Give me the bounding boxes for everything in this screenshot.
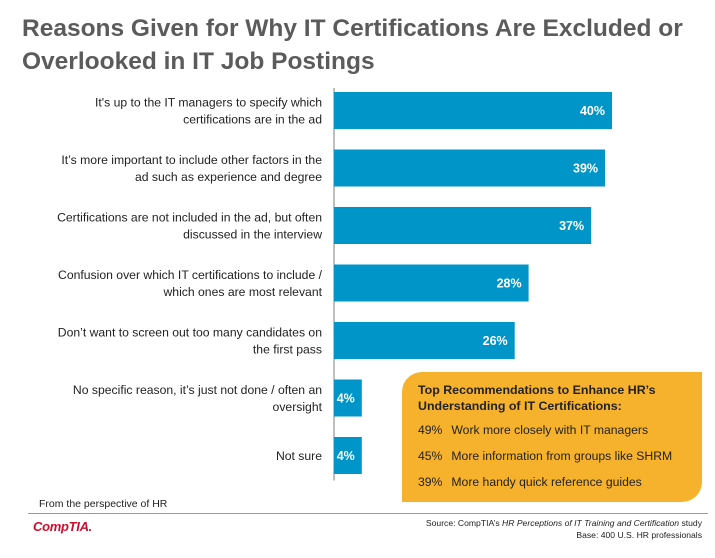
footnote: From the perspective of HR [39,498,168,510]
category-label-line: No specific reason, it’s just not done /… [73,383,322,397]
source-study: HR Perceptions of IT Training and Certif… [502,518,680,528]
bar-value-label: 4% [337,449,355,463]
recommendation-item: 39% More handy quick reference guides [418,475,690,489]
source-note: Source: CompTIA’s HR Perceptions of IT T… [426,517,702,541]
callout-title: Top Recommendations to Enhance HR’s Unde… [418,382,690,414]
source-base: Base: 400 U.S. HR professionals [576,530,702,540]
recommendations-callout: Top Recommendations to Enhance HR’s Unde… [402,372,702,502]
bar [334,92,612,129]
source-prefix: Source: CompTIA’s [425,518,503,528]
category-label-line: It’s more important to include other fac… [61,153,322,167]
comptia-logo: CompTIA. [33,519,92,534]
bar-value-label: 26% [483,334,508,348]
recommendation-pct: 49% [418,423,443,437]
recommendation-text: More information from groups like SHRM [451,449,673,463]
category-label: Confusion over which IT certifications t… [58,268,323,299]
category-label: Certifications are not included in the a… [57,211,322,242]
recommendation-pct: 39% [418,475,443,489]
callout-title-line2: Understanding of IT Certifications: [418,399,622,413]
recommendation-item: 49% Work more closely with IT managers [418,423,690,437]
footer-divider [28,513,708,514]
callout-title-line1: Top Recommendations to Enhance HR’s [418,383,656,397]
recommendation-text: Work more closely with IT managers [451,423,649,437]
bar [334,437,362,474]
bar [334,379,362,417]
bar-value-label: 4% [337,392,355,406]
category-label-line: It's up to the IT managers to specify wh… [95,96,322,110]
category-label-line: oversight [273,400,323,414]
chart-title: Reasons Given for Why IT Certifications … [22,15,683,75]
category-label: Not sure [276,449,322,463]
bar [334,264,529,302]
source-suffix: study [679,518,702,528]
bar-value-label: 40% [580,104,605,118]
bar [334,322,515,359]
category-label-line: ad such as experience and degree [135,170,322,184]
bar-value-label: 39% [573,162,598,176]
bar [334,149,606,187]
bar-value-label: 28% [497,277,522,291]
category-label: It’s more important to include other fac… [61,153,322,184]
recommendation-text: More handy quick reference guides [451,475,642,489]
bar-value-label: 37% [559,219,584,233]
category-label-line: which ones are most relevant [162,285,322,299]
category-label-line: Don’t want to screen out too many candid… [58,326,322,340]
recommendation-item: 45% More information from groups like SH… [418,449,690,463]
category-label-line: Certifications are not included in the a… [57,211,322,225]
category-label-line: Confusion over which IT certifications t… [58,268,323,282]
category-label: It's up to the IT managers to specify wh… [95,96,322,127]
bar [334,207,592,244]
category-label-line: the first pass [253,343,322,357]
category-label: No specific reason, it’s just not done /… [73,383,323,414]
category-label: Don’t want to screen out too many candid… [58,326,322,357]
category-label-line: Not sure [276,449,322,463]
recommendation-pct: 45% [418,449,443,463]
category-label-line: certifications are in the ad [183,113,322,127]
category-label-line: discussed in the interview [183,228,322,242]
